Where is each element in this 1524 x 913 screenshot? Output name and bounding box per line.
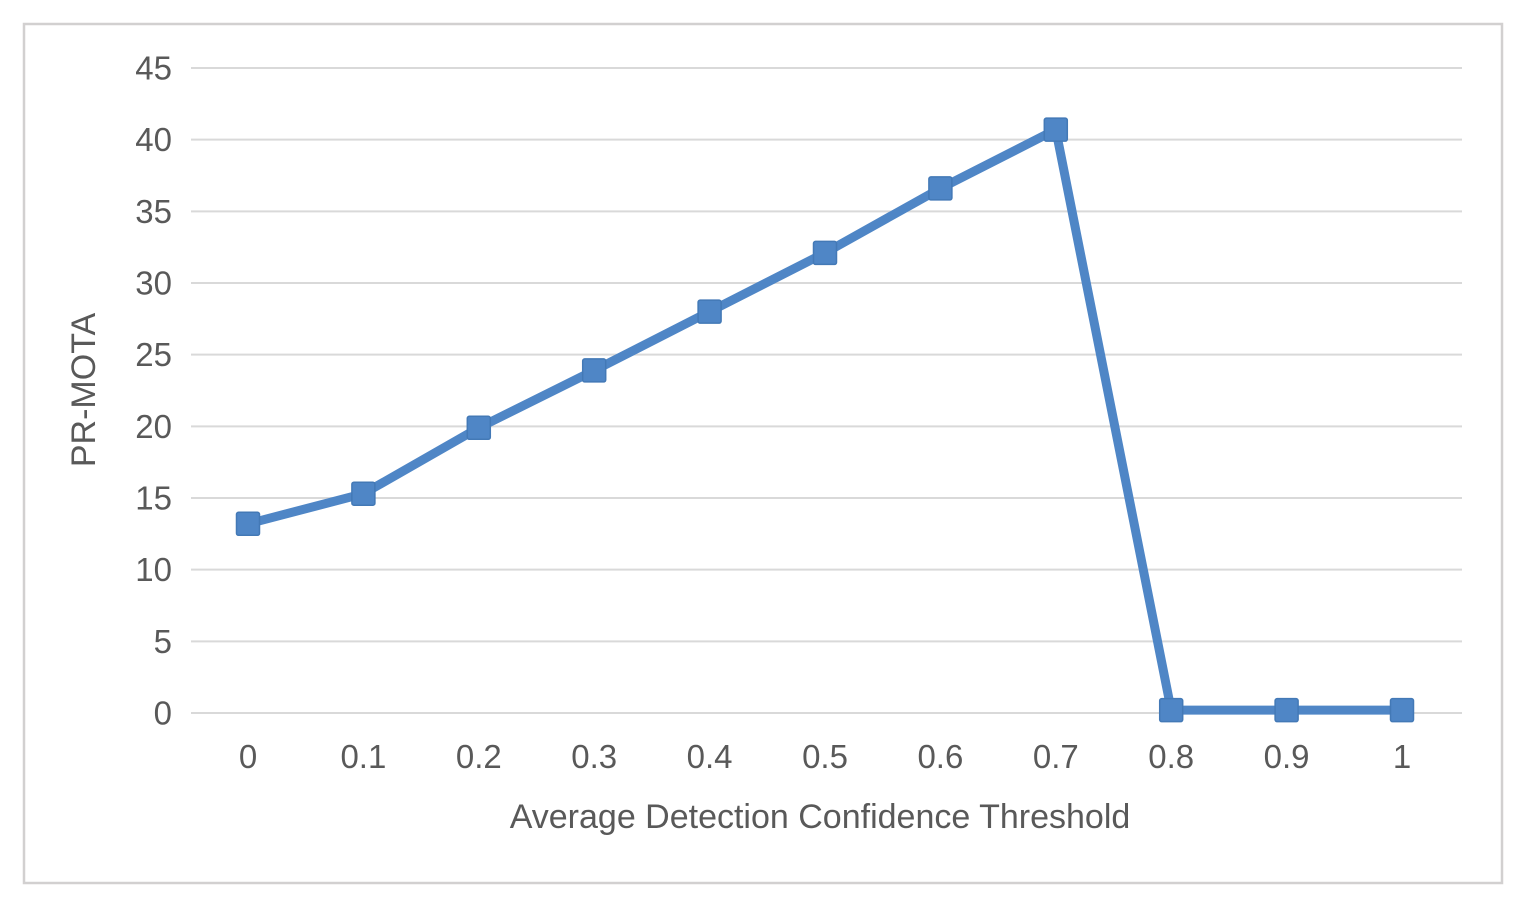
chart-frame [22,22,1504,885]
data-point-marker [1158,697,1184,723]
data-point-marker [581,358,607,383]
y-axis-tick-labels: 0 5 10 15 20 25 30 35 40 45 [135,50,172,732]
data-point-marker [1274,697,1299,723]
x-tick-label: 0.6 [917,738,963,775]
data-point-marker [1043,117,1069,142]
x-tick-label: 0.3 [571,738,617,775]
data-point-marker [812,240,838,266]
x-tick-label: 0.2 [456,738,502,775]
x-tick-label: 0.5 [802,738,848,775]
y-tick-label: 10 [135,551,172,588]
data-point-marker [235,511,261,537]
x-axis-tick-labels: 0 0.1 0.2 0.3 0.4 0.5 0.6 0.7 0.8 0.9 1 [239,738,1411,775]
data-point-marker [928,176,953,201]
x-tick-label: 0.9 [1264,738,1310,775]
y-tick-label: 0 [154,695,172,732]
data-point-marker [1389,697,1415,723]
y-tick-label: 20 [135,408,172,445]
data-point-marker [351,481,376,506]
y-tick-label: 25 [135,336,172,373]
x-tick-label: 0.4 [687,738,733,775]
x-tick-label: 0.7 [1033,738,1079,775]
y-tick-label: 15 [135,480,172,517]
data-point-marker [697,299,722,324]
y-tick-label: 5 [154,623,172,660]
y-tick-label: 40 [135,121,172,158]
x-tick-label: 0 [239,738,257,775]
x-tick-label: 1 [1393,738,1411,775]
x-axis-title: Average Detection Confidence Threshold [510,798,1131,836]
y-tick-label: 45 [135,50,172,87]
y-tick-label: 30 [135,265,172,302]
x-tick-label: 0.1 [340,738,386,775]
y-axis-title: PR-MOTA [65,313,103,468]
y-tick-label: 35 [135,193,172,230]
data-point-marker [466,415,492,441]
x-tick-label: 0.8 [1148,738,1194,775]
data-series [235,117,1415,723]
